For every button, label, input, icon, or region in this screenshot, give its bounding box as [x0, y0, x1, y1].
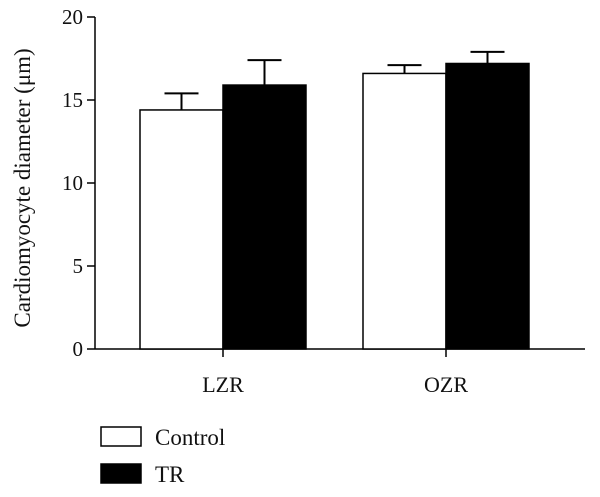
x-category-label: LZR: [202, 372, 244, 397]
legend-swatch-tr: [100, 463, 142, 484]
bars: [139, 50, 530, 350]
bar-control-lzr: [139, 109, 224, 350]
y-tick-label: 15: [62, 88, 83, 112]
legend-label-tr: TR: [155, 462, 185, 487]
y-tick-label: 10: [62, 171, 83, 195]
bar-tr-ozr: [445, 62, 530, 350]
y-tick-label: 0: [73, 337, 84, 361]
legend: Control TR: [100, 425, 225, 487]
x-category-label: OZR: [424, 372, 468, 397]
legend-swatch-control: [100, 426, 142, 447]
y-axis-title: Cardiomyocyte diameter (μm): [10, 48, 35, 327]
bar-tr-lzr: [222, 84, 307, 350]
y-tick-label: 5: [73, 254, 84, 278]
y-axis: 0 5 10 15 20: [62, 5, 96, 361]
y-tick-label: 20: [62, 5, 83, 29]
bar-control-ozr: [362, 72, 447, 350]
x-axis: LZR OZR: [95, 348, 585, 397]
legend-label-control: Control: [155, 425, 225, 450]
